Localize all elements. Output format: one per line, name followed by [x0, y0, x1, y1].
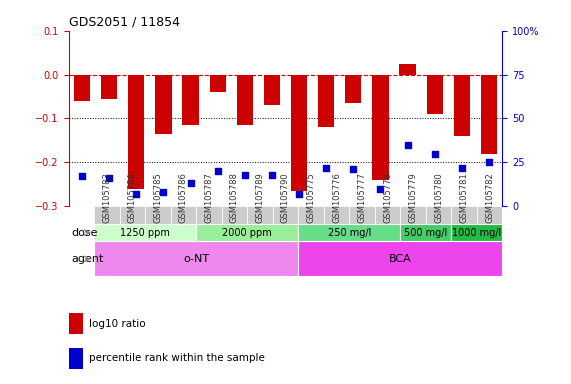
Bar	[196, 206, 222, 224]
Point	[403, 142, 412, 148]
Bar	[94, 242, 298, 276]
Bar	[477, 206, 502, 224]
Bar	[298, 242, 502, 276]
Bar	[119, 206, 145, 224]
Text: GDS2051 / 11854: GDS2051 / 11854	[69, 15, 179, 28]
Text: 250 mg/l: 250 mg/l	[328, 228, 371, 238]
Point	[349, 166, 358, 172]
Point	[132, 191, 141, 197]
Point	[159, 189, 168, 195]
Text: GSM105780: GSM105780	[434, 173, 443, 223]
Point	[295, 191, 304, 197]
Bar	[375, 206, 400, 224]
Text: log10 ratio: log10 ratio	[89, 319, 145, 329]
Point	[457, 165, 467, 171]
Point	[78, 173, 87, 179]
Bar	[318, 74, 335, 127]
Bar	[210, 74, 226, 92]
Text: GSM105775: GSM105775	[307, 173, 316, 223]
Bar	[74, 74, 90, 101]
Bar	[400, 206, 426, 224]
Text: GSM105779: GSM105779	[409, 173, 417, 223]
Text: GSM105781: GSM105781	[460, 173, 469, 223]
Bar	[264, 74, 280, 105]
Bar	[452, 206, 477, 224]
Point	[186, 180, 195, 187]
Bar	[349, 206, 375, 224]
Bar	[222, 206, 247, 224]
Text: GSM105789: GSM105789	[255, 173, 264, 223]
Text: GSM105790: GSM105790	[281, 173, 290, 223]
Text: 2000 ppm: 2000 ppm	[222, 228, 272, 238]
Point	[321, 165, 331, 171]
Bar	[94, 206, 119, 224]
Bar	[298, 206, 324, 224]
Bar	[273, 206, 298, 224]
Text: GSM105777: GSM105777	[357, 172, 367, 223]
Bar	[454, 74, 470, 136]
Bar	[400, 224, 452, 242]
Text: 500 mg/l: 500 mg/l	[404, 228, 448, 238]
Bar	[183, 74, 199, 125]
Text: BCA: BCA	[389, 254, 412, 264]
Text: dose: dose	[71, 228, 98, 238]
Point	[240, 172, 250, 178]
Text: GSM105784: GSM105784	[128, 173, 137, 223]
Text: GSM105785: GSM105785	[154, 173, 162, 223]
Point	[104, 175, 114, 181]
Text: 1250 ppm: 1250 ppm	[120, 228, 170, 238]
Point	[430, 151, 439, 157]
Bar	[237, 74, 253, 125]
Bar	[128, 74, 144, 189]
Bar	[101, 74, 118, 99]
Text: GSM105788: GSM105788	[230, 172, 239, 223]
Point	[484, 159, 493, 166]
Text: agent: agent	[71, 254, 103, 264]
Text: GSM105787: GSM105787	[204, 172, 214, 223]
Bar	[345, 74, 361, 103]
Bar	[481, 74, 497, 154]
Bar	[426, 206, 452, 224]
Text: GSM105776: GSM105776	[332, 172, 341, 223]
Bar	[155, 74, 172, 134]
Point	[376, 185, 385, 192]
Text: 1000 mg/l: 1000 mg/l	[452, 228, 501, 238]
Bar	[196, 224, 298, 242]
Bar	[324, 206, 349, 224]
Bar	[247, 206, 273, 224]
Bar	[291, 74, 307, 191]
Point	[267, 172, 276, 178]
Bar	[298, 224, 400, 242]
Text: GSM105778: GSM105778	[383, 172, 392, 223]
Bar	[171, 206, 196, 224]
Text: GSM105786: GSM105786	[179, 172, 188, 223]
Bar	[400, 64, 416, 74]
Text: percentile rank within the sample: percentile rank within the sample	[89, 353, 264, 363]
Text: GSM105783: GSM105783	[102, 172, 111, 223]
Bar	[452, 224, 502, 242]
Text: o-NT: o-NT	[183, 254, 209, 264]
Bar	[145, 206, 171, 224]
Bar	[427, 74, 443, 114]
Bar	[372, 74, 389, 180]
Bar	[94, 224, 196, 242]
Text: GSM105782: GSM105782	[485, 173, 494, 223]
Point	[213, 168, 222, 174]
